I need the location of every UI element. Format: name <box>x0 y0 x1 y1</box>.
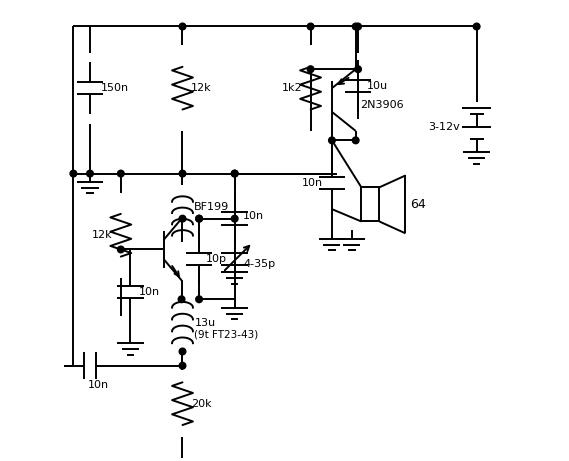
Circle shape <box>473 23 480 30</box>
Circle shape <box>178 296 185 302</box>
Circle shape <box>179 348 186 355</box>
Circle shape <box>70 170 77 177</box>
Text: 13u: 13u <box>195 318 216 328</box>
Circle shape <box>118 246 124 253</box>
Circle shape <box>179 170 186 177</box>
Circle shape <box>196 215 203 222</box>
Text: 3-12v: 3-12v <box>428 122 460 131</box>
Text: 10p: 10p <box>206 254 227 264</box>
Text: 4-35p: 4-35p <box>243 259 275 269</box>
Text: 12k: 12k <box>92 230 112 240</box>
Text: BF199: BF199 <box>195 202 230 212</box>
Circle shape <box>329 137 335 144</box>
Circle shape <box>354 66 361 72</box>
Text: 10n: 10n <box>139 287 160 297</box>
Text: 20k: 20k <box>191 399 212 408</box>
Circle shape <box>179 23 186 30</box>
Circle shape <box>352 23 359 30</box>
Circle shape <box>196 296 203 302</box>
Circle shape <box>307 23 314 30</box>
Circle shape <box>232 215 238 222</box>
Circle shape <box>307 66 314 72</box>
Text: 150n: 150n <box>100 83 129 93</box>
Circle shape <box>352 137 359 144</box>
Text: 2N3906: 2N3906 <box>360 100 404 110</box>
Circle shape <box>179 362 186 369</box>
Circle shape <box>232 170 238 177</box>
Text: 10n: 10n <box>302 178 323 188</box>
Circle shape <box>232 170 238 177</box>
Text: 10n: 10n <box>88 380 109 390</box>
Text: 1k2: 1k2 <box>282 83 302 93</box>
Circle shape <box>196 215 203 222</box>
Bar <box>361 187 380 221</box>
Text: 12k: 12k <box>191 83 212 93</box>
Circle shape <box>118 170 124 177</box>
Circle shape <box>86 170 93 177</box>
Text: 10n: 10n <box>243 211 265 221</box>
Text: 10u: 10u <box>366 81 387 91</box>
Text: 64: 64 <box>410 198 426 211</box>
Circle shape <box>179 215 186 222</box>
Text: (9t FT23-43): (9t FT23-43) <box>195 330 258 340</box>
Circle shape <box>354 23 361 30</box>
